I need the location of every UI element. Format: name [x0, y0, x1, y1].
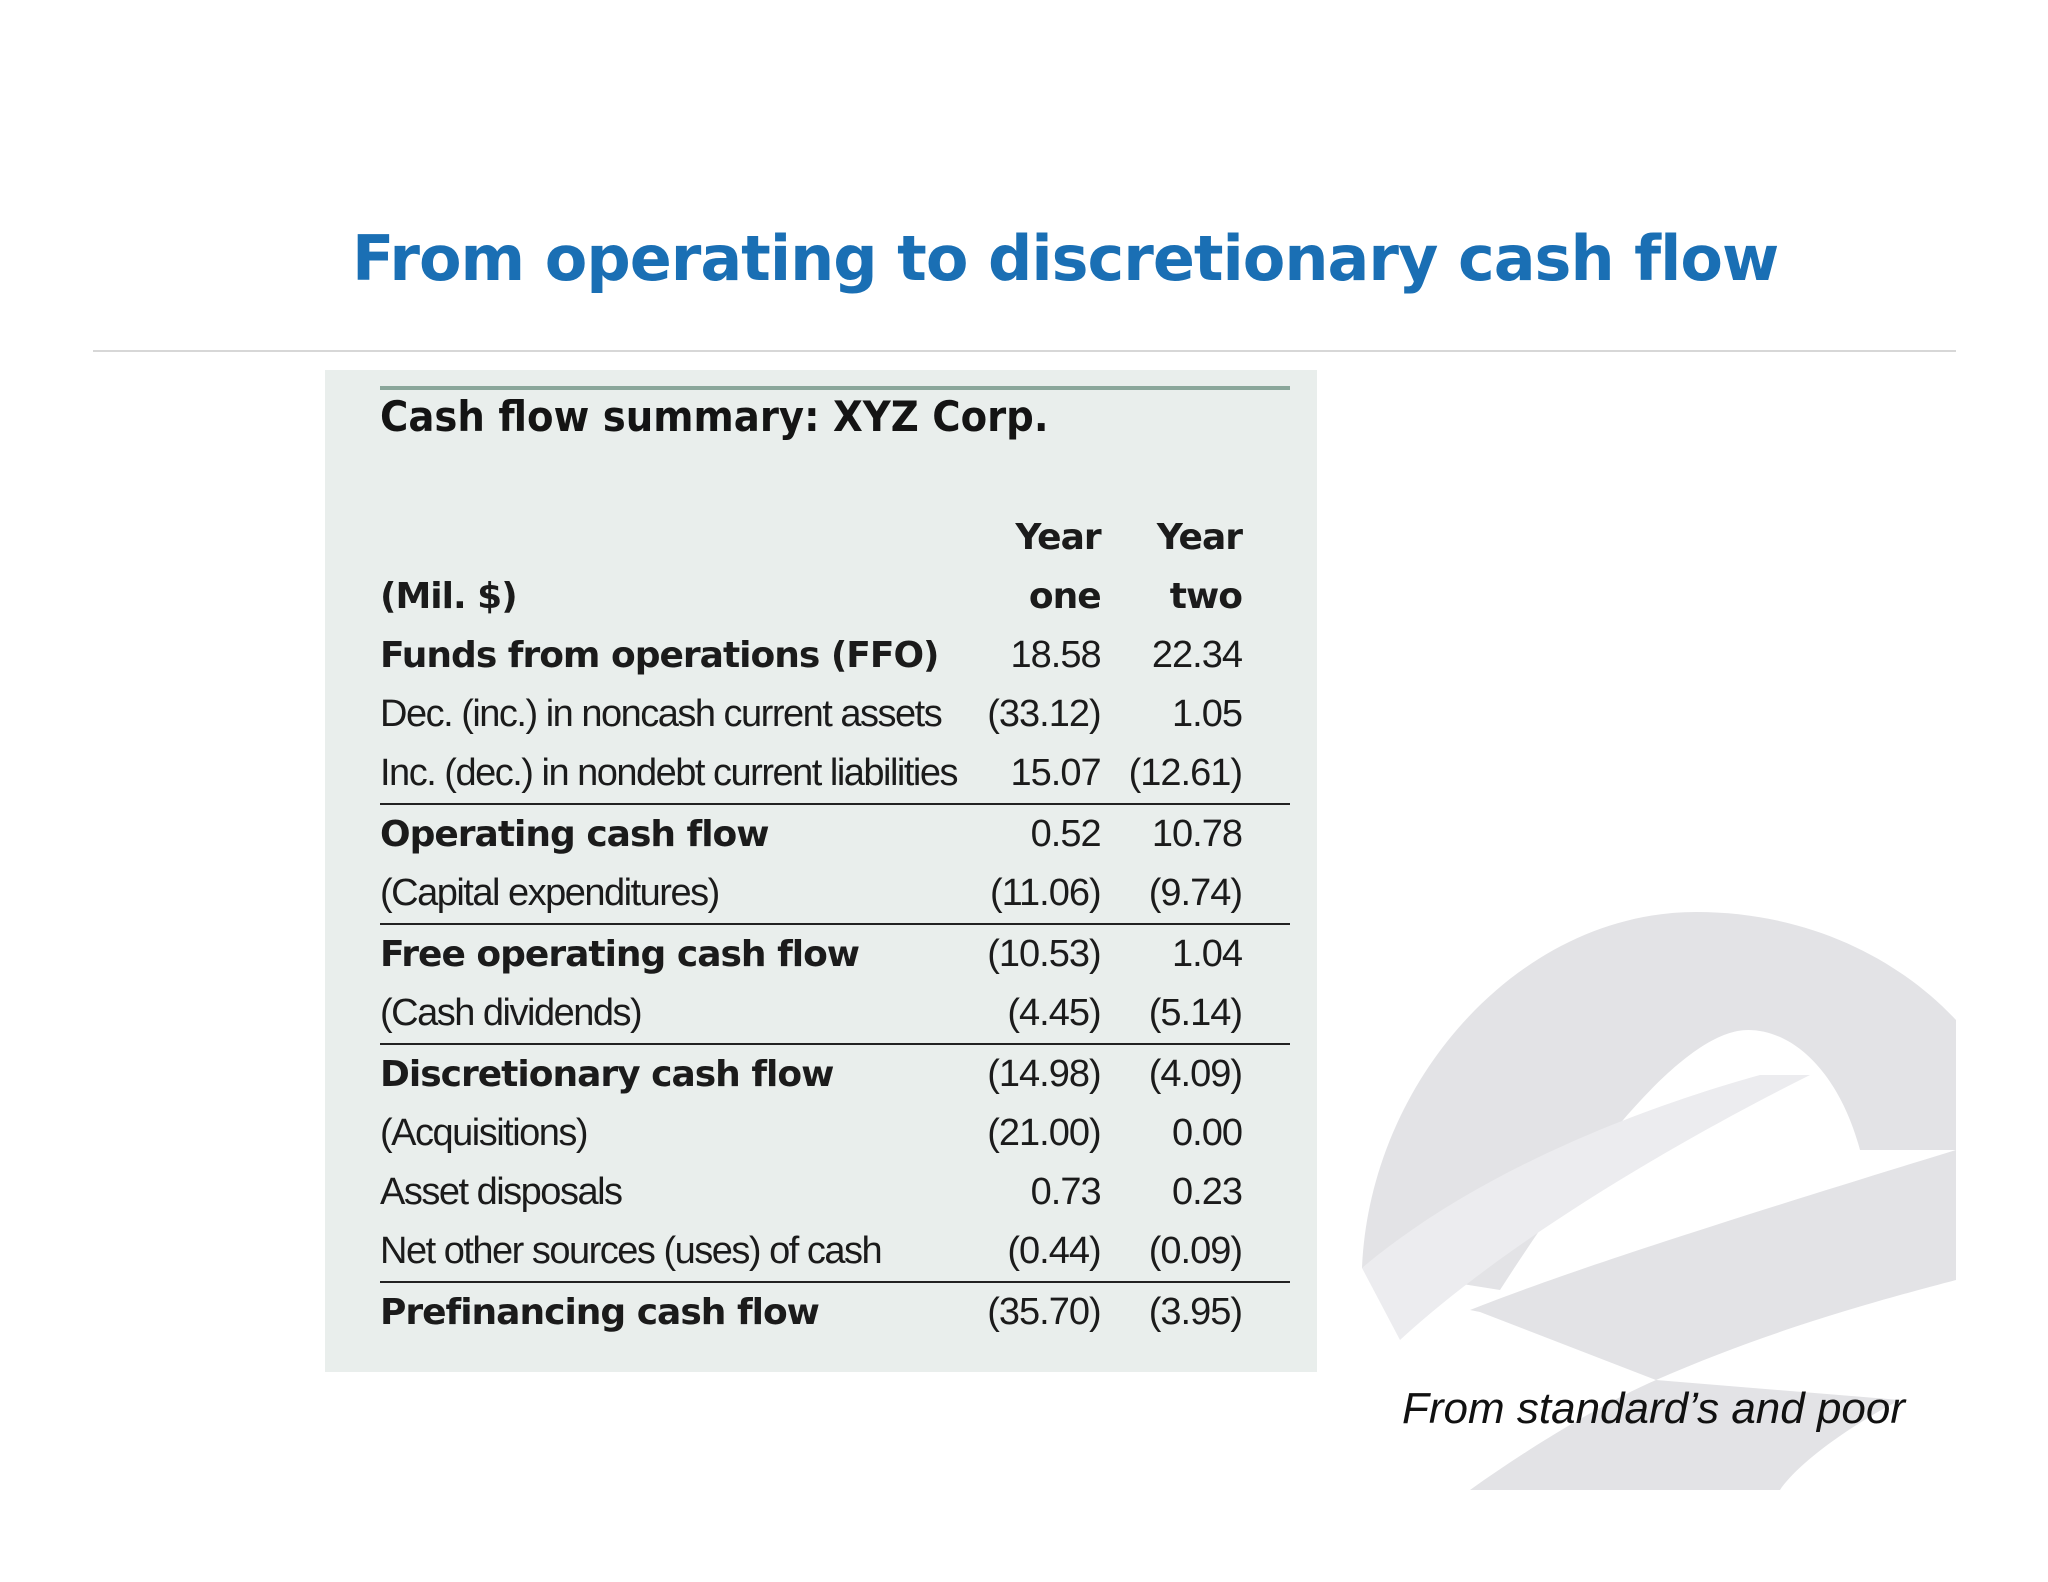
table-row: Net other sources (uses) of cash (0.44) …	[380, 1222, 1290, 1283]
row-label: Prefinancing cash flow	[380, 1292, 820, 1333]
row-year-two: (5.14)	[1100, 984, 1290, 1045]
row-year-two: 0.00	[1172, 1112, 1243, 1154]
table-header-row-1: Year Year	[380, 508, 1290, 567]
row-year-one: (0.44)	[959, 1222, 1102, 1283]
row-year-one: (10.53)	[987, 933, 1101, 975]
slide-title: From operating to discretionary cash flo…	[352, 222, 1779, 295]
col-year-one-line2: one	[1028, 576, 1102, 617]
row-year-two: (3.95)	[1148, 1291, 1243, 1333]
table-row: (Cash dividends) (4.45) (5.14)	[380, 984, 1290, 1045]
cash-flow-table-panel: Cash flow summary: XYZ Corp. Year Year (…	[325, 370, 1317, 1372]
row-label: Net other sources (uses) of cash	[380, 1222, 960, 1283]
table-row: Discretionary cash flow (14.98) (4.09)	[380, 1044, 1290, 1104]
row-year-two: (9.74)	[1100, 864, 1290, 925]
row-year-one: (4.45)	[959, 984, 1102, 1045]
row-year-one: 18.58	[1010, 634, 1102, 676]
table-row: Free operating cash flow (10.53) 1.04	[380, 924, 1290, 984]
table-row: (Capital expenditures) (11.06) (9.74)	[380, 864, 1290, 925]
row-label: Operating cash flow	[380, 814, 770, 855]
table-row: Prefinancing cash flow (35.70) (3.95)	[380, 1282, 1290, 1342]
row-year-one: 15.07	[959, 744, 1102, 805]
row-label: Inc. (dec.) in nondebt current liabiliti…	[380, 744, 960, 805]
table-row: Inc. (dec.) in nondebt current liabiliti…	[380, 744, 1290, 805]
row-label: (Cash dividends)	[380, 984, 960, 1045]
cash-flow-table: Year Year (Mil. $) one two Funds from op…	[380, 508, 1290, 1342]
row-year-one: (21.00)	[987, 1112, 1101, 1154]
source-note: From standard’s and poor	[1402, 1384, 1906, 1433]
table-row: Operating cash flow 0.52 10.78	[380, 804, 1290, 864]
row-label: Funds from operations (FFO)	[380, 635, 940, 676]
col-year-one-line1: Year	[1015, 517, 1101, 558]
row-year-two: 1.05	[1172, 693, 1243, 735]
row-year-one: (35.70)	[987, 1291, 1101, 1333]
row-label: (Acquisitions)	[380, 1112, 589, 1154]
row-year-one: 0.52	[1030, 813, 1102, 855]
row-year-two: (4.09)	[1148, 1053, 1243, 1095]
unit-label: (Mil. $)	[380, 576, 518, 617]
row-label: Free operating cash flow	[380, 934, 860, 975]
row-year-one: (14.98)	[987, 1053, 1101, 1095]
row-label: Asset disposals	[380, 1171, 623, 1213]
table-top-rule	[380, 386, 1290, 390]
table-row: Funds from operations (FFO) 18.58 22.34	[380, 626, 1290, 685]
row-label: Discretionary cash flow	[380, 1054, 834, 1095]
row-year-two: 22.34	[1151, 634, 1243, 676]
row-year-two: 10.78	[1151, 813, 1243, 855]
header-blank	[380, 508, 959, 567]
row-year-two: 0.23	[1172, 1171, 1243, 1213]
table-row: (Acquisitions) (21.00) 0.00	[380, 1104, 1290, 1163]
table-row: Dec. (inc.) in noncash current assets (3…	[380, 685, 1290, 744]
table-row: Asset disposals 0.73 0.23	[380, 1163, 1290, 1222]
row-label: Dec. (inc.) in noncash current assets	[380, 693, 943, 735]
row-year-two: (12.61)	[1100, 744, 1290, 805]
title-divider	[93, 350, 1956, 352]
row-year-one: (33.12)	[987, 693, 1101, 735]
table-header-row-2: (Mil. $) one two	[380, 567, 1290, 626]
row-year-one: (11.06)	[959, 864, 1102, 925]
col-year-two-line1: Year	[1156, 517, 1243, 558]
row-year-one: 0.73	[1030, 1171, 1102, 1213]
row-year-two: (0.09)	[1100, 1222, 1290, 1283]
table-title: Cash flow summary: XYZ Corp.	[380, 392, 1049, 441]
col-year-two-line2: two	[1169, 576, 1243, 617]
row-label: (Capital expenditures)	[380, 864, 960, 925]
swoosh-logo-icon	[1340, 900, 1956, 1490]
row-year-two: 1.04	[1172, 933, 1243, 975]
